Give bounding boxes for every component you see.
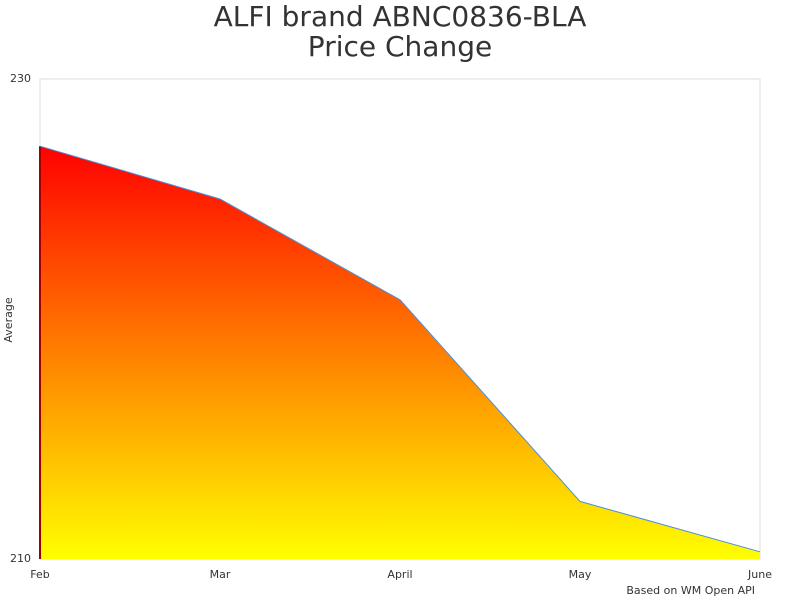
x-tick-label: Feb [30,568,49,581]
x-tick-label: June [747,568,772,581]
line [39,145,761,553]
chart-title: Price Change [308,30,492,63]
y-tick-label: 230 [10,72,31,85]
x-tick-label: May [569,568,592,581]
x-tick-label: April [387,568,412,581]
area [40,146,760,559]
y-axis-label: Average [2,297,15,342]
y-tick-label: 210 [10,552,31,565]
chart-title: ALFI brand ABNC0836-BLA [214,0,587,33]
credit: Based on WM Open API [626,584,755,597]
x-tick-label: Mar [210,568,231,581]
